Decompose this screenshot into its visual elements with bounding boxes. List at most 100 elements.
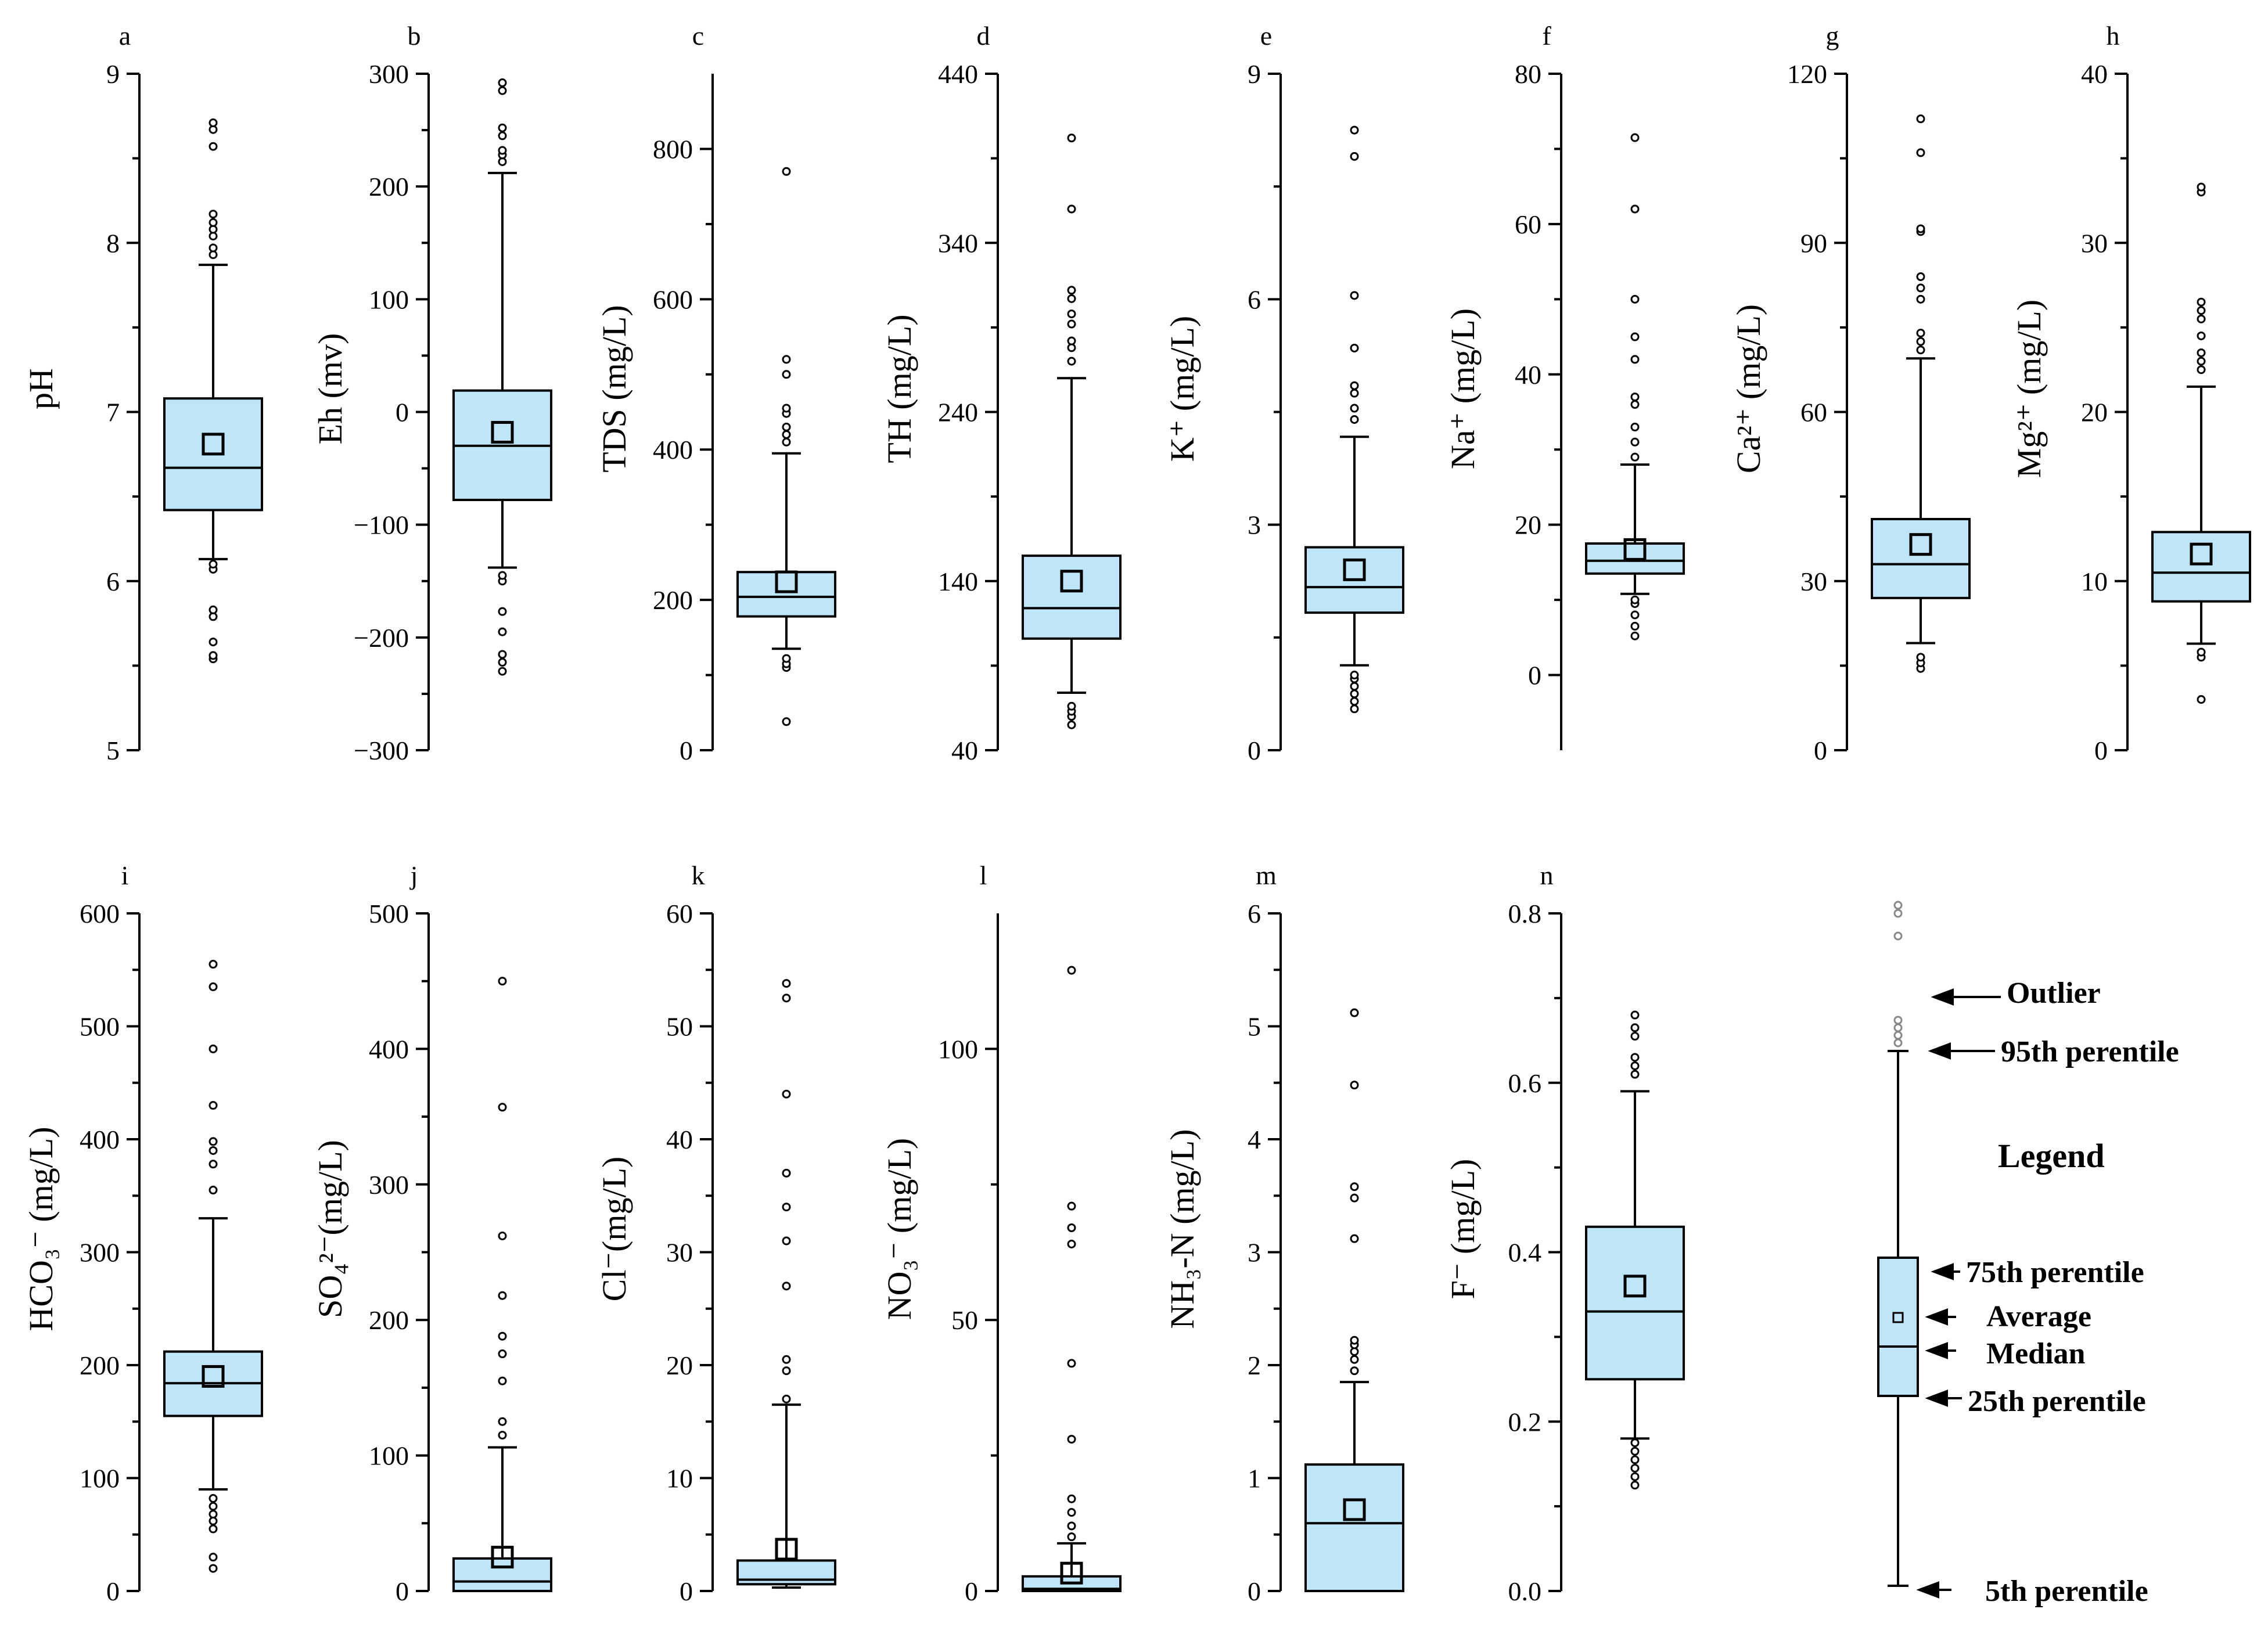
outlier-point <box>1067 1508 1076 1517</box>
y-axis-label: pH <box>22 368 60 409</box>
tick-label: 100 <box>80 1464 120 1493</box>
outlier-point <box>498 123 507 132</box>
outlier-point <box>782 1203 791 1212</box>
tick-label: 40 <box>951 736 978 765</box>
legend-label-p5: 5th perentile <box>1985 1575 2148 1608</box>
tick-label: 0 <box>1248 736 1261 765</box>
tick-label: 400 <box>80 1125 120 1154</box>
panel-letter: j <box>409 861 418 890</box>
outlier-point <box>1630 400 1640 409</box>
legend-outlier <box>1893 901 1903 910</box>
outlier-point <box>498 977 507 986</box>
tick-label: 40 <box>2081 59 2108 89</box>
panel-letter: l <box>980 861 987 890</box>
outlier-point <box>1350 291 1359 300</box>
mean-marker <box>491 420 514 444</box>
panel-h: 0 10 20 30 40 h Mg²⁺ (mg/L) <box>2010 21 2251 765</box>
tick-label: 90 <box>1800 228 1827 258</box>
tick-label: 200 <box>653 585 693 615</box>
outlier-point <box>1630 1010 1640 1020</box>
arrow-p75 <box>1931 1263 1960 1280</box>
arrow-outlier <box>1931 988 2001 1006</box>
outlier-point <box>2197 306 2206 315</box>
outlier-point <box>209 1494 218 1503</box>
legend-outlier <box>1893 1038 1903 1048</box>
outlier-point <box>1350 1081 1359 1090</box>
legend-outlier <box>1893 931 1903 941</box>
outlier-point <box>1350 689 1359 699</box>
outlier-point <box>782 355 791 364</box>
tick-label: 120 <box>1787 59 1827 89</box>
outlier-point <box>209 1510 218 1519</box>
tick-label: 0 <box>680 1576 693 1606</box>
outlier-point <box>1630 621 1640 631</box>
tick-label: 0.6 <box>1508 1068 1542 1098</box>
tick-label: 30 <box>666 1238 693 1268</box>
panel-letter: g <box>1826 21 1839 51</box>
outlier-point <box>1630 1438 1640 1448</box>
outlier-point <box>782 994 791 1003</box>
outlier-point <box>498 1103 507 1112</box>
outlier-point <box>209 1146 218 1155</box>
outlier-point <box>1350 671 1359 680</box>
outlier-point <box>782 1355 791 1364</box>
tick-label: 3 <box>1248 510 1261 540</box>
outlier-point <box>1630 1472 1640 1481</box>
mean-marker <box>1343 1498 1366 1521</box>
tick-label: 20 <box>1515 510 1541 540</box>
outlier-point <box>2197 182 2206 192</box>
outlier-point <box>209 118 218 127</box>
tick-label: 10 <box>666 1464 693 1493</box>
arrow-average <box>1925 1308 1956 1326</box>
mean-marker <box>491 1546 514 1569</box>
tick-label: 4 <box>1248 1125 1261 1154</box>
outlier-point <box>782 1236 791 1246</box>
tick-label: 0 <box>2094 736 2108 765</box>
outlier-point <box>1067 204 1076 214</box>
outlier-point <box>1350 1182 1359 1192</box>
legend-label-outlier: Outlier <box>2007 977 2101 1010</box>
outlier-point <box>209 1160 218 1169</box>
outlier-point <box>1630 1061 1640 1071</box>
mean-marker <box>1343 558 1366 581</box>
outlier-point <box>498 1331 507 1341</box>
panel-letter: f <box>1542 21 1551 51</box>
outlier-point <box>209 960 218 969</box>
panel-f: 0 20 40 60 80f Na⁺ (mg/L) <box>1444 21 1685 750</box>
arrow-median <box>1925 1342 1956 1359</box>
tick-label: 9 <box>106 59 120 89</box>
iqr-box <box>1022 555 1122 640</box>
outlier-point <box>1350 682 1359 691</box>
outlier-point <box>1067 319 1076 329</box>
legend-outlier <box>1893 1016 1903 1025</box>
tick-label: 300 <box>369 1170 409 1200</box>
legend-mean-marker <box>1892 1312 1904 1323</box>
legend-outlier <box>1893 1023 1903 1032</box>
panel-d: 40 140 240 340 440 d TH (mg/L) <box>880 21 1122 765</box>
outlier-point <box>782 430 791 439</box>
outlier-point <box>782 167 791 176</box>
panel-letter: e <box>1260 21 1272 51</box>
tick-label: 0 <box>965 1576 978 1606</box>
legend-label-p95: 95th perentile <box>2001 1035 2179 1068</box>
outlier-point <box>1067 134 1076 143</box>
tick-label: 100 <box>938 1034 978 1064</box>
panel-letter: c <box>692 21 704 51</box>
y-axis-label: TDS (mg/L) <box>595 305 633 472</box>
outlier-point <box>209 605 218 614</box>
iqr-box <box>1585 1225 1685 1381</box>
outlier-point <box>782 422 791 431</box>
tick-label: 200 <box>369 172 409 201</box>
outlier-point <box>1916 329 1925 338</box>
outlier-point <box>498 1349 507 1359</box>
outlier-point <box>1350 404 1359 413</box>
tick-label: 200 <box>369 1305 409 1335</box>
tick-label: 50 <box>951 1305 978 1335</box>
tick-label: 60 <box>1800 398 1827 427</box>
mean-marker <box>1909 533 1932 556</box>
y-axis-label: HCO₃⁻ (mg/L) <box>22 1126 60 1331</box>
outlier-point <box>1630 1463 1640 1473</box>
mean-marker <box>1060 570 1083 593</box>
outlier-point <box>1350 1355 1359 1364</box>
